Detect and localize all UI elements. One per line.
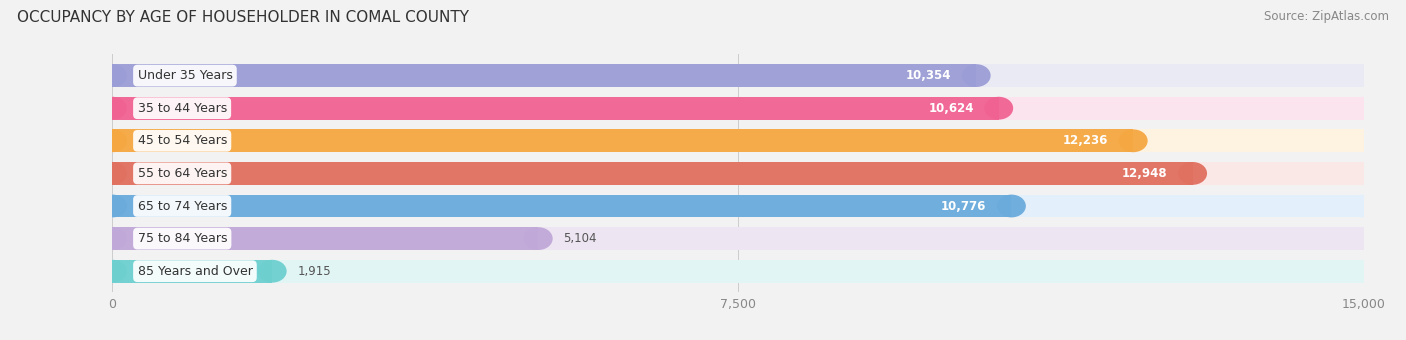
Text: 10,354: 10,354 (905, 69, 952, 82)
Bar (112, 97, 998, 120)
Ellipse shape (98, 162, 127, 185)
Text: Under 35 Years: Under 35 Years (138, 69, 232, 82)
Ellipse shape (98, 64, 127, 87)
Text: 65 to 74 Years: 65 to 74 Years (138, 200, 226, 212)
Text: 12,948: 12,948 (1122, 167, 1167, 180)
Bar (112, 194, 1011, 217)
Ellipse shape (1119, 130, 1147, 152)
Bar (112, 162, 1192, 185)
Ellipse shape (524, 227, 553, 250)
Bar (112, 227, 538, 250)
Ellipse shape (98, 97, 127, 120)
Ellipse shape (98, 227, 127, 250)
Text: Source: ZipAtlas.com: Source: ZipAtlas.com (1264, 10, 1389, 23)
Bar (112, 64, 1364, 87)
Ellipse shape (984, 97, 1014, 120)
Bar (112, 162, 1364, 185)
Ellipse shape (1350, 260, 1378, 283)
Ellipse shape (1178, 162, 1208, 185)
Text: OCCUPANCY BY AGE OF HOUSEHOLDER IN COMAL COUNTY: OCCUPANCY BY AGE OF HOUSEHOLDER IN COMAL… (17, 10, 468, 25)
Ellipse shape (997, 194, 1026, 217)
Ellipse shape (962, 64, 991, 87)
Ellipse shape (98, 97, 127, 120)
Bar (112, 97, 1364, 120)
Ellipse shape (1350, 227, 1378, 250)
Bar (112, 130, 1133, 152)
Bar (112, 64, 976, 87)
Text: 75 to 84 Years: 75 to 84 Years (138, 232, 226, 245)
Ellipse shape (257, 260, 287, 283)
Ellipse shape (1350, 64, 1378, 87)
Ellipse shape (98, 260, 127, 283)
Ellipse shape (98, 130, 127, 152)
Ellipse shape (98, 64, 127, 87)
Ellipse shape (98, 130, 127, 152)
Text: 5,104: 5,104 (564, 232, 596, 245)
Ellipse shape (98, 194, 127, 217)
Bar (112, 194, 1364, 217)
Bar (112, 130, 1364, 152)
Text: 1,915: 1,915 (297, 265, 330, 278)
Ellipse shape (98, 162, 127, 185)
Text: 55 to 64 Years: 55 to 64 Years (138, 167, 226, 180)
Ellipse shape (1350, 130, 1378, 152)
Ellipse shape (1350, 194, 1378, 217)
Ellipse shape (1350, 97, 1378, 120)
Bar (112, 260, 1364, 283)
Text: 10,776: 10,776 (941, 200, 987, 212)
Bar (112, 260, 273, 283)
Ellipse shape (1350, 162, 1378, 185)
Ellipse shape (98, 260, 127, 283)
Ellipse shape (98, 194, 127, 217)
Text: 10,624: 10,624 (928, 102, 974, 115)
Text: 35 to 44 Years: 35 to 44 Years (138, 102, 226, 115)
Text: 45 to 54 Years: 45 to 54 Years (138, 134, 226, 147)
Text: 85 Years and Over: 85 Years and Over (138, 265, 253, 278)
Bar (112, 227, 1364, 250)
Ellipse shape (98, 227, 127, 250)
Text: 12,236: 12,236 (1063, 134, 1108, 147)
